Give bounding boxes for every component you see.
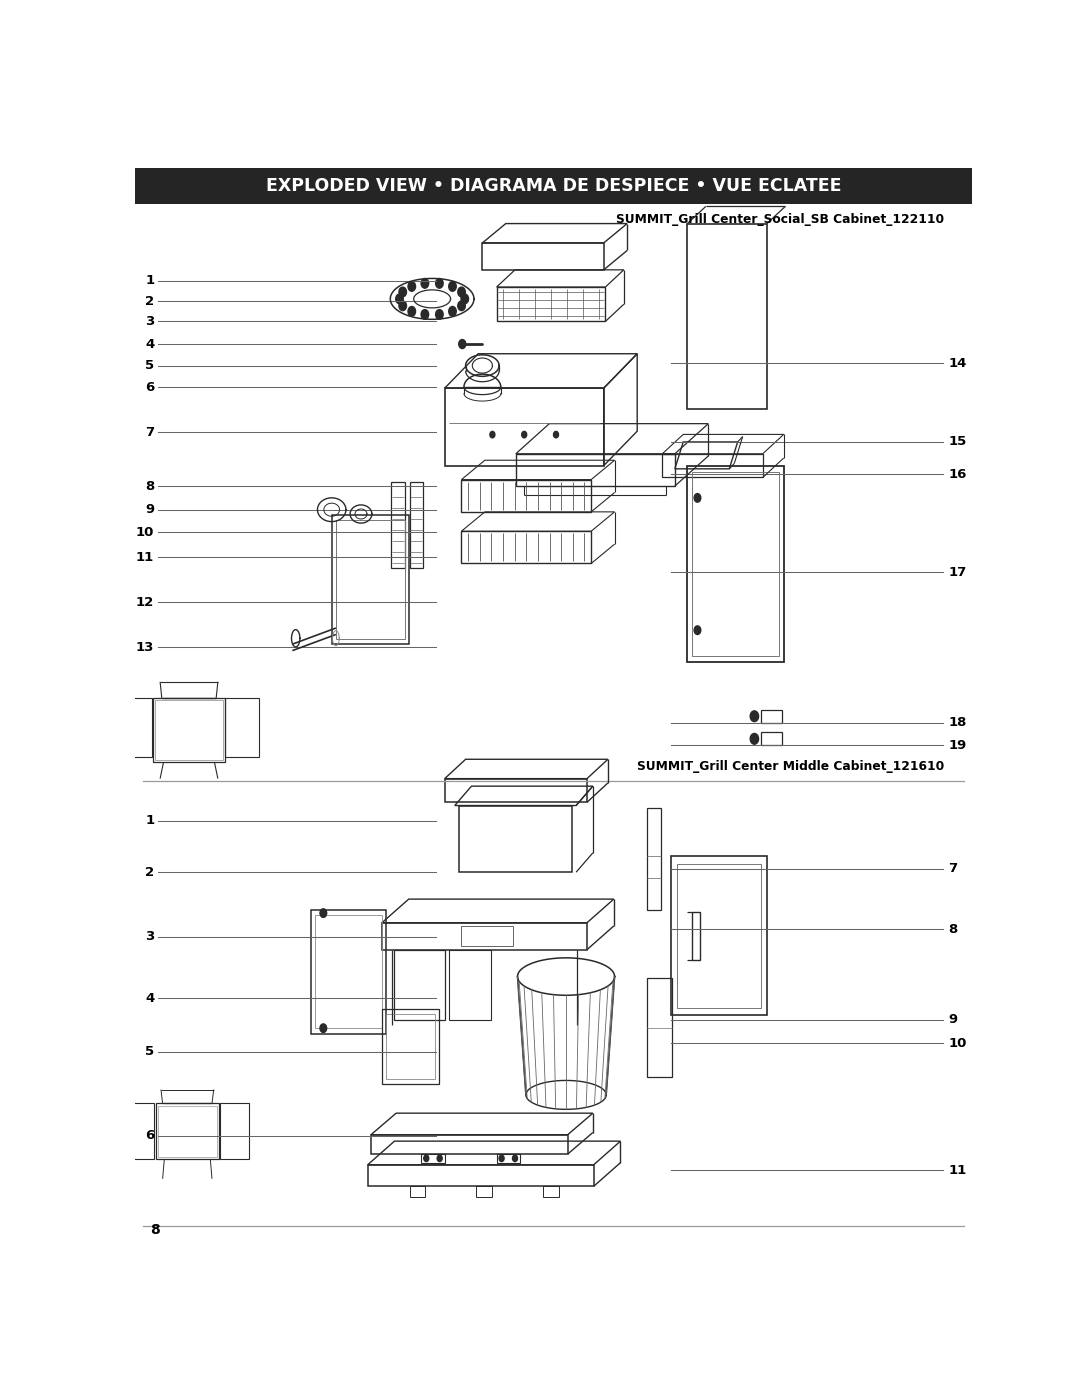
Bar [219, 1104, 248, 1160]
Text: 16: 16 [948, 468, 967, 481]
Text: 12: 12 [136, 595, 154, 609]
Text: 2: 2 [145, 866, 154, 879]
Bar [394, 950, 445, 1020]
Bar [449, 950, 490, 1020]
Bar [153, 698, 225, 763]
Bar [688, 465, 784, 662]
Bar [691, 912, 700, 960]
Bar [476, 1186, 491, 1197]
Bar [315, 915, 382, 1028]
Text: 6: 6 [145, 380, 154, 394]
Text: 4: 4 [145, 338, 154, 351]
Bar [226, 698, 259, 757]
Bar [409, 1186, 424, 1197]
Text: 14: 14 [948, 356, 967, 370]
Circle shape [694, 493, 701, 502]
Bar [761, 732, 782, 745]
Circle shape [448, 282, 456, 291]
Circle shape [458, 288, 465, 296]
Bar [336, 521, 405, 638]
Text: 3: 3 [145, 314, 154, 328]
Text: 9: 9 [145, 503, 154, 517]
Text: 19: 19 [948, 739, 967, 752]
Bar [676, 863, 761, 1007]
Circle shape [461, 293, 469, 303]
Circle shape [513, 1155, 517, 1161]
Bar [382, 1009, 438, 1084]
Circle shape [435, 278, 443, 288]
Text: 13: 13 [136, 641, 154, 654]
Text: 7: 7 [948, 862, 958, 876]
Bar [461, 926, 513, 946]
Text: 4: 4 [145, 992, 154, 1004]
Bar [761, 710, 782, 722]
Bar [421, 1154, 445, 1162]
Text: 9: 9 [948, 1013, 958, 1025]
Bar [671, 856, 767, 1016]
Bar [158, 1105, 217, 1157]
Text: 7: 7 [145, 426, 154, 439]
Bar [387, 1014, 434, 1078]
Circle shape [437, 1155, 442, 1161]
Text: EXPLODED VIEW • DIAGRAMA DE DESPIECE • VUE ECLATEE: EXPLODED VIEW • DIAGRAMA DE DESPIECE • V… [266, 177, 841, 196]
Circle shape [694, 626, 701, 634]
Bar [332, 515, 408, 644]
Circle shape [751, 711, 758, 722]
Text: 11: 11 [948, 1164, 967, 1176]
Circle shape [399, 300, 406, 310]
Text: SUMMIT_Grill Center Middle Cabinet_121610: SUMMIT_Grill Center Middle Cabinet_12161… [637, 760, 944, 774]
Circle shape [522, 432, 527, 437]
Bar [647, 807, 661, 909]
Bar [409, 482, 423, 567]
Bar [497, 1154, 521, 1162]
Bar [647, 978, 673, 1077]
Circle shape [459, 339, 465, 349]
Circle shape [490, 432, 495, 437]
Bar [543, 1186, 558, 1197]
Text: 1: 1 [145, 814, 154, 827]
Circle shape [499, 1155, 504, 1161]
Bar [156, 700, 222, 760]
Text: 3: 3 [145, 930, 154, 943]
Text: 10: 10 [948, 1037, 967, 1049]
Bar [126, 1104, 154, 1160]
Circle shape [423, 1155, 429, 1161]
Circle shape [458, 300, 465, 310]
Circle shape [751, 733, 758, 745]
Text: 2: 2 [145, 295, 154, 307]
Circle shape [408, 306, 416, 316]
Text: 5: 5 [145, 1045, 154, 1059]
Circle shape [421, 278, 429, 288]
Circle shape [421, 310, 429, 320]
Circle shape [395, 293, 403, 303]
Circle shape [320, 909, 326, 918]
Circle shape [408, 282, 416, 291]
Text: 10: 10 [136, 525, 154, 539]
Bar [688, 224, 767, 408]
Text: 8: 8 [948, 923, 958, 936]
Text: 8: 8 [150, 1222, 160, 1236]
Bar [135, 168, 972, 204]
Text: 18: 18 [948, 717, 967, 729]
Text: SUMMIT_Grill Center_Social_SB Cabinet_122110: SUMMIT_Grill Center_Social_SB Cabinet_12… [617, 212, 944, 226]
Circle shape [399, 288, 406, 296]
Bar [311, 909, 387, 1034]
Circle shape [448, 306, 456, 316]
Text: 1: 1 [145, 274, 154, 288]
Bar [391, 482, 405, 567]
Text: 6: 6 [145, 1129, 154, 1143]
Bar [156, 1104, 218, 1160]
Text: 8: 8 [145, 479, 154, 493]
Circle shape [554, 432, 558, 437]
Bar [692, 472, 779, 657]
Text: 5: 5 [145, 359, 154, 372]
Text: 11: 11 [136, 550, 154, 563]
Text: 17: 17 [948, 566, 967, 578]
Bar [120, 698, 151, 757]
Circle shape [435, 310, 443, 320]
Circle shape [320, 1024, 326, 1032]
Text: 15: 15 [948, 436, 967, 448]
